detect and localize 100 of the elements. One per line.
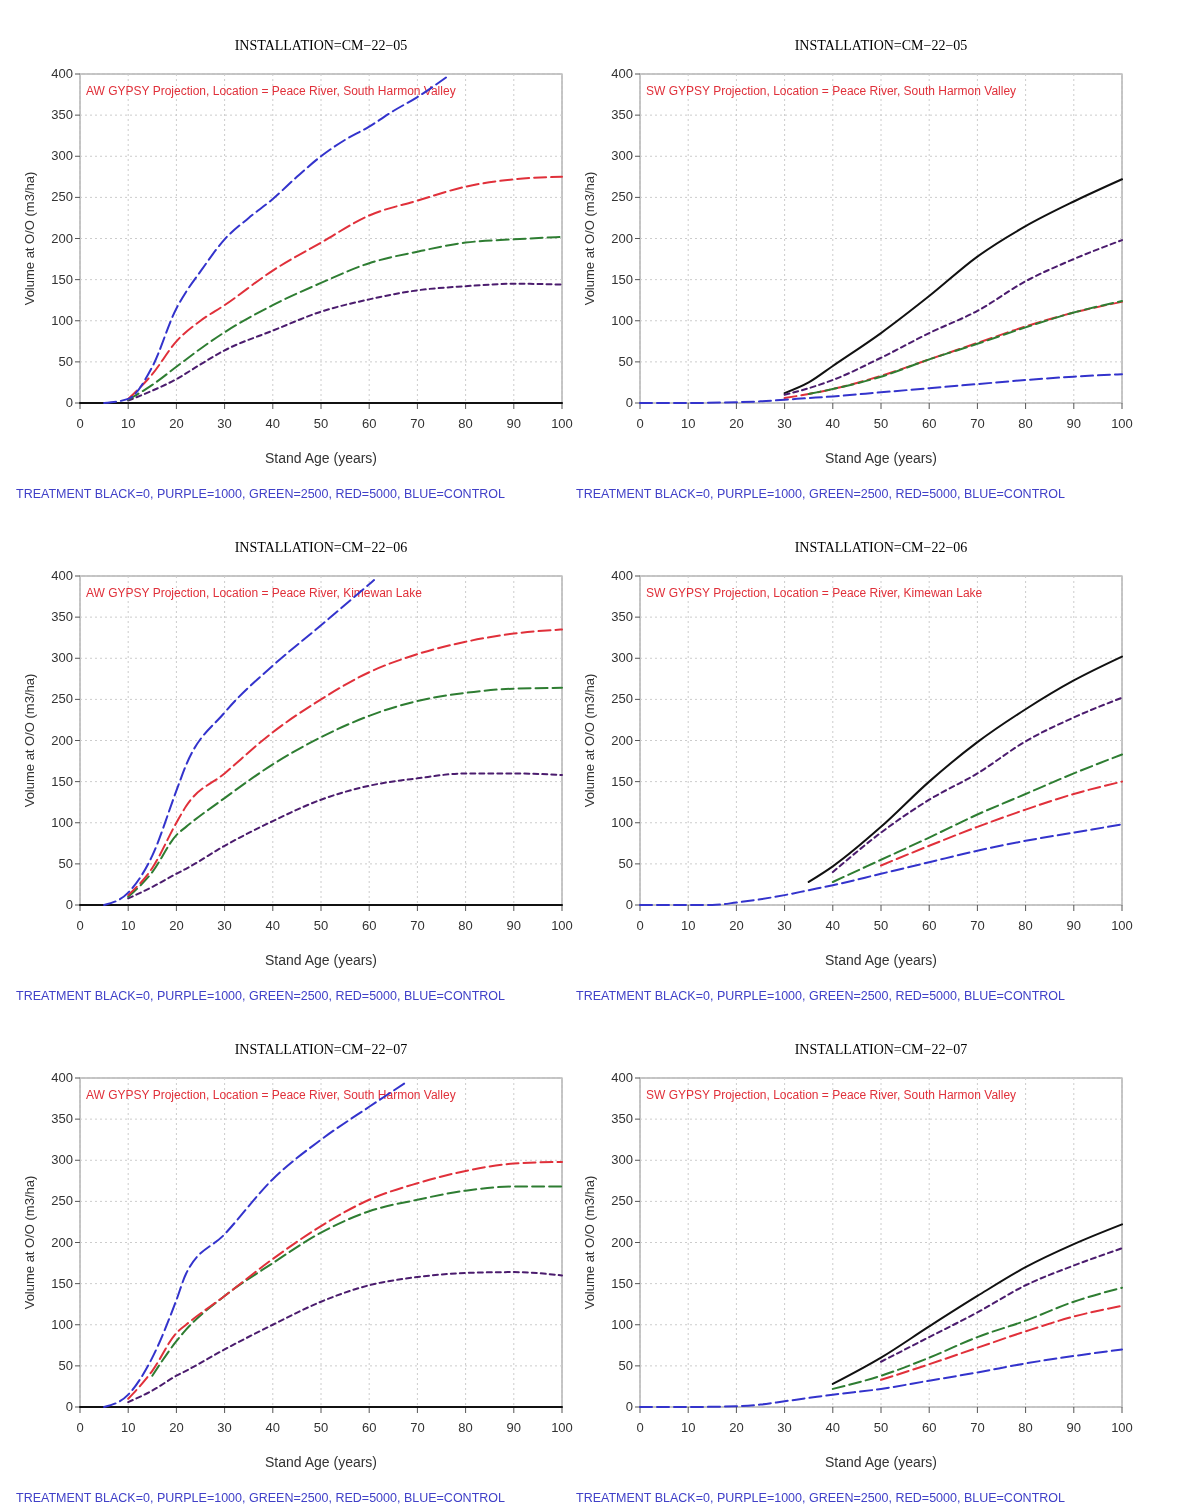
y-tick-label: 300 <box>611 1152 633 1168</box>
y-tick-label: 100 <box>611 814 633 830</box>
y-tick-label: 300 <box>611 650 633 666</box>
chart-title: INSTALLATION=CM−22−05 <box>234 38 408 53</box>
x-tick-label: 0 <box>636 918 644 933</box>
line-series <box>831 753 1123 883</box>
x-tick-label: 90 <box>1066 918 1082 933</box>
text: TREATMENT BLACK=0, PURPLE=1000, GREEN=2500, RED=5000, BLUE=CONTROL <box>16 989 506 1003</box>
y-tick-label: 0 <box>65 897 73 912</box>
x-tick-label: 100 <box>1111 416 1133 431</box>
y-tick-label: 150 <box>611 1275 633 1291</box>
x-tick-label: 80 <box>458 1420 473 1435</box>
y-tick-label: 250 <box>611 189 633 205</box>
y-tick-label: 0 <box>625 395 633 410</box>
x-tick-label: 10 <box>120 1420 136 1435</box>
x-tick-label: 100 <box>1111 1420 1133 1435</box>
x-tick-label: 100 <box>551 918 573 933</box>
x-tick-label: 30 <box>777 918 792 933</box>
y-axis-title: Volume at O/O (m3/ha) <box>22 673 37 808</box>
line-series <box>831 1286 1123 1390</box>
chart-title: INSTALLATION=CM−22−06 <box>794 540 968 555</box>
y-tick-label: 350 <box>51 1111 73 1127</box>
x-tick-label: 80 <box>1018 1420 1033 1435</box>
x-tick-label: 60 <box>921 918 937 933</box>
x-tick-label: 0 <box>76 416 84 431</box>
x-tick-label: 60 <box>361 1420 377 1435</box>
y-tick-label: 0 <box>625 897 633 912</box>
y-tick-label: 400 <box>51 66 73 81</box>
y-tick-label: 50 <box>58 855 73 871</box>
line-series <box>880 1304 1123 1381</box>
x-tick-label: 20 <box>169 918 184 933</box>
line-series <box>127 1160 563 1400</box>
y-tick-label: 0 <box>65 1399 73 1414</box>
x-tick-label: 40 <box>825 416 841 431</box>
y-tick-label: 50 <box>58 353 73 369</box>
x-tick-label: 90 <box>506 918 522 933</box>
y-tick-label: 50 <box>618 353 633 369</box>
y-tick-label: 400 <box>611 66 633 81</box>
x-tick-label: 50 <box>873 918 889 933</box>
x-tick-label: 50 <box>313 918 329 933</box>
y-tick-label: 300 <box>51 148 73 164</box>
x-tick-label: 80 <box>1018 918 1033 933</box>
line-series <box>639 1348 1123 1408</box>
annotation: AW GYPSY Projection, Location = Peace River, South Harmon Valley <box>86 84 456 98</box>
line-series <box>127 772 563 900</box>
x-tick-label: 60 <box>921 416 937 431</box>
line-series <box>127 628 563 897</box>
annotation: SW GYPSY Projection, Location = Peace River, South Harmon Valley <box>646 84 1017 98</box>
y-tick-label: 200 <box>611 732 633 748</box>
line-series <box>127 282 563 402</box>
y-tick-label: 100 <box>611 1316 633 1332</box>
x-axis-title: Stand Age (years) <box>824 952 938 968</box>
x-tick-label: 60 <box>361 416 377 431</box>
y-tick-label: 300 <box>611 148 633 164</box>
y-tick-label: 250 <box>51 691 73 707</box>
y-tick-label: 200 <box>51 732 73 748</box>
y-tick-label: 250 <box>51 1193 73 1209</box>
x-tick-label: 40 <box>825 918 841 933</box>
x-tick-label: 30 <box>217 1420 232 1435</box>
y-axis-title: Volume at O/O (m3/ha) <box>582 673 597 808</box>
line-series <box>639 373 1123 404</box>
text: TREATMENT BLACK=0, PURPLE=1000, GREEN=2500, RED=5000, BLUE=CONTROL <box>576 1491 1066 1505</box>
y-tick-label: 250 <box>51 189 73 205</box>
y-axis-title: Volume at O/O (m3/ha) <box>22 1175 37 1310</box>
x-tick-label: 20 <box>729 416 744 431</box>
x-tick-label: 30 <box>777 416 792 431</box>
x-tick-label: 100 <box>551 416 573 431</box>
text: TREATMENT BLACK=0, PURPLE=1000, GREEN=2500, RED=5000, BLUE=CONTROL <box>16 487 506 501</box>
x-axis-title: Stand Age (years) <box>264 450 378 466</box>
x-tick-label: 70 <box>970 416 985 431</box>
x-tick-label: 70 <box>970 1420 985 1435</box>
x-axis-title: Stand Age (years) <box>824 1454 938 1470</box>
x-tick-label: 50 <box>313 1420 329 1435</box>
x-tick-label: 10 <box>680 918 696 933</box>
annotation: SW GYPSY Projection, Location = Peace River, South Harmon Valley <box>646 1088 1017 1102</box>
y-axis-title: Volume at O/O (m3/ha) <box>22 171 37 306</box>
x-tick-label: 50 <box>873 1420 889 1435</box>
y-axis-title: Volume at O/O (m3/ha) <box>582 171 597 306</box>
annotation: SW GYPSY Projection, Location = Peace River, Kimewan Lake <box>646 586 983 600</box>
x-tick-label: 40 <box>265 416 281 431</box>
x-tick-label: 0 <box>76 1420 84 1435</box>
x-axis-title: Stand Age (years) <box>264 1454 378 1470</box>
y-tick-label: 250 <box>611 691 633 707</box>
x-tick-label: 30 <box>217 416 232 431</box>
y-tick-label: 100 <box>51 814 73 830</box>
x-tick-label: 70 <box>970 918 985 933</box>
line-series <box>783 239 1123 396</box>
y-tick-label: 300 <box>51 650 73 666</box>
chart-title: INSTALLATION=CM−22−07 <box>794 1042 968 1057</box>
text: TREATMENT BLACK=0, PURPLE=1000, GREEN=2500, RED=5000, BLUE=CONTROL <box>576 989 1066 1003</box>
x-tick-label: 50 <box>313 416 329 431</box>
x-tick-label: 70 <box>410 918 425 933</box>
x-tick-label: 80 <box>458 416 473 431</box>
line-series <box>783 178 1123 395</box>
y-tick-label: 350 <box>611 1111 633 1127</box>
y-tick-label: 100 <box>51 312 73 328</box>
line-series <box>127 1271 563 1404</box>
y-tick-label: 350 <box>611 107 633 123</box>
x-tick-label: 80 <box>1018 416 1033 431</box>
x-tick-label: 10 <box>120 918 136 933</box>
